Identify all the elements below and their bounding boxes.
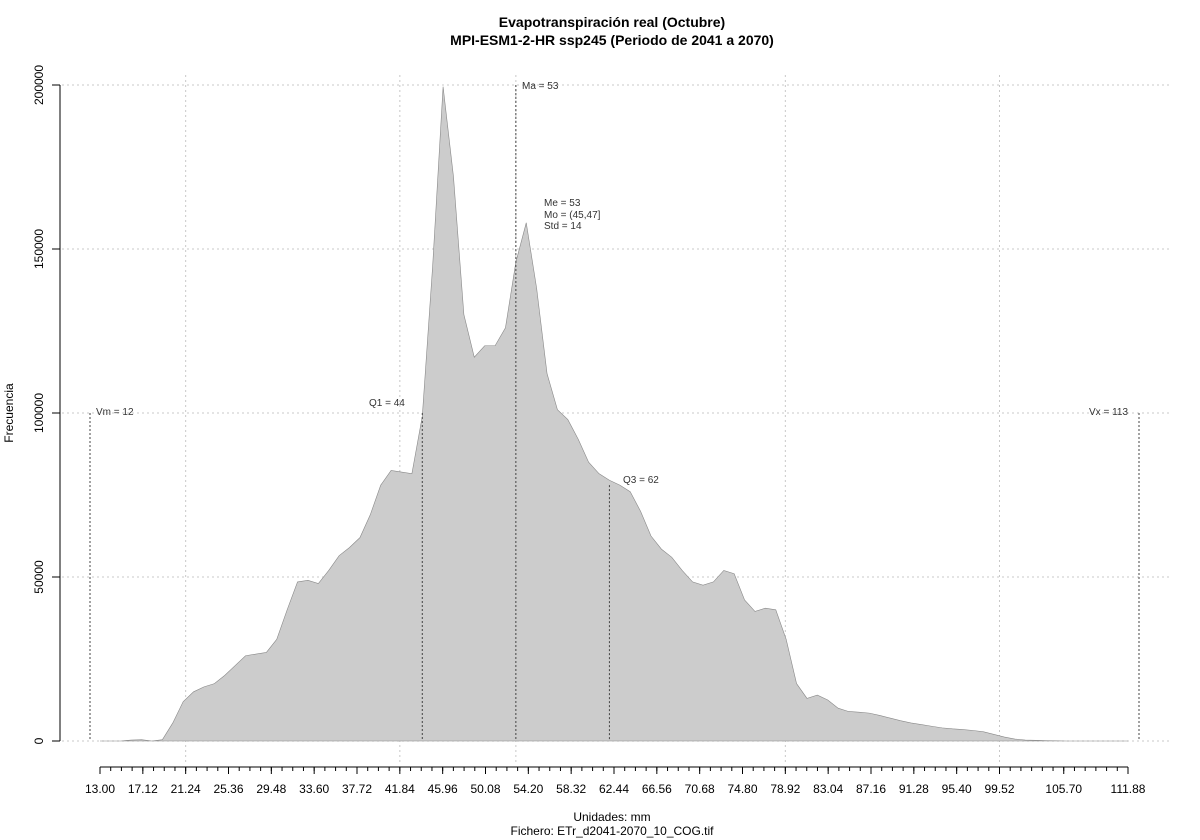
x-axis-ticks: 13.00 17.12 21.24 25.36 29.48 33.60 37.72 41.84…: [85, 767, 1146, 796]
annotation-mode: Mo = (45,47]: [544, 210, 601, 221]
x-tick-label: 37.72: [342, 782, 372, 796]
x-tick-label: 41.84: [385, 782, 415, 796]
x-tick-label: 33.60: [299, 782, 329, 796]
annotation-ma: Ma = 53: [522, 81, 559, 92]
y-tick-label: 150000: [32, 229, 46, 269]
annotation-q1: Q1 = 44: [369, 398, 405, 409]
y-tick-label: 100000: [32, 393, 46, 433]
y-tick-label: 200000: [32, 65, 46, 105]
y-axis-ticks: 0 50000 100000 150000 200000: [32, 65, 60, 744]
chart-title: Evapotranspiración real (Octubre): [499, 14, 725, 30]
x-tick-label: 66.56: [642, 782, 672, 796]
x-tick-label: 91.28: [899, 782, 929, 796]
x-tick-label: 70.68: [685, 782, 715, 796]
x-tick-label: 29.48: [256, 782, 286, 796]
x-axis-label: Unidades: mm: [573, 810, 650, 824]
x-tick-label: 83.04: [813, 782, 843, 796]
annotation-vm: Vm = 12: [96, 407, 134, 418]
x-tick-label: 87.16: [856, 782, 886, 796]
x-tick-label: 21.24: [171, 782, 201, 796]
marker-lines: [89, 85, 1140, 741]
x-tick-label: 78.92: [770, 782, 800, 796]
chart-subtitle: MPI-ESM1-2-HR ssp245 (Periodo de 2041 a …: [450, 32, 774, 48]
x-tick-label: 17.12: [128, 782, 158, 796]
annotation-std: Std = 14: [544, 221, 582, 232]
y-tick-label: 0: [32, 737, 46, 744]
x-tick-label: 25.36: [213, 782, 243, 796]
x-tick-label: 99.52: [984, 782, 1014, 796]
x-tick-label: 13.00: [85, 782, 115, 796]
x-tick-label: 45.96: [428, 782, 458, 796]
x-tick-label: 105.70: [1045, 782, 1082, 796]
y-axis-label: Frecuencia: [2, 383, 16, 443]
x-tick-label: 95.40: [942, 782, 972, 796]
x-tick-label: 62.44: [599, 782, 629, 796]
annotation-median: Me = 53: [544, 198, 581, 209]
annotation-q3: Q3 = 62: [623, 475, 659, 486]
x-tick-label: 111.88: [1111, 782, 1146, 796]
x-tick-label: 58.32: [556, 782, 586, 796]
annotation-vx: Vx = 113: [1089, 407, 1128, 418]
frequency-area: [100, 86, 1128, 742]
y-tick-label: 50000: [32, 560, 46, 594]
x-tick-label: 50.08: [470, 782, 500, 796]
chart-caption: Fichero: ETr_d2041-2070_10_COG.tif: [511, 824, 715, 838]
x-tick-label: 54.20: [513, 782, 543, 796]
x-tick-label: 74.80: [727, 782, 757, 796]
